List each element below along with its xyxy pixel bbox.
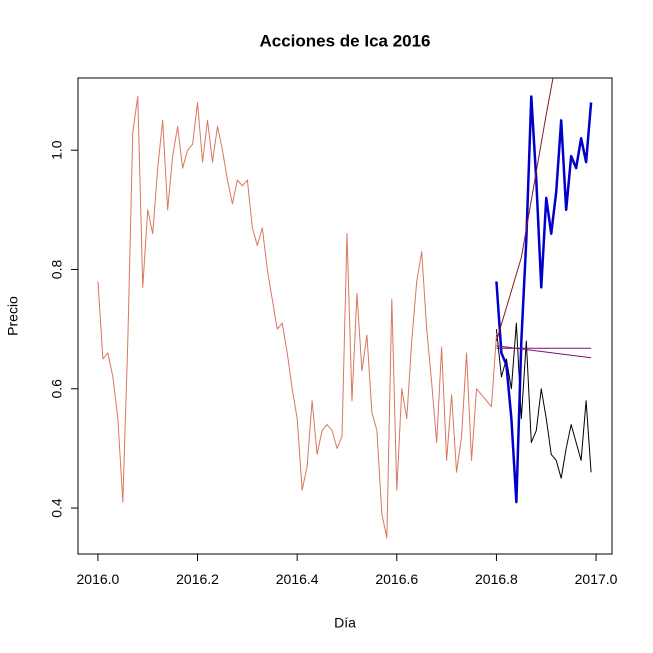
x-axis-label: Día xyxy=(334,615,356,631)
x-tick-label: 2016.6 xyxy=(375,571,418,587)
x-tick-label: 2016.8 xyxy=(475,571,518,587)
y-tick-label: 1.0 xyxy=(49,140,65,160)
y-tick-label: 0.4 xyxy=(49,498,65,518)
x-tick-label: 2016.4 xyxy=(276,571,319,587)
y-tick-label: 0.8 xyxy=(49,260,65,280)
series-line xyxy=(495,78,554,342)
series-line xyxy=(496,345,592,359)
y-tick-label: 0.6 xyxy=(49,379,65,399)
plot-area xyxy=(97,78,593,539)
chart-title: Acciones de Ica 2016 xyxy=(259,31,430,50)
series-line xyxy=(97,95,497,539)
x-tick-label: 2016.0 xyxy=(77,571,120,587)
series-line xyxy=(495,95,593,504)
series-line xyxy=(495,322,592,479)
x-tick-label: 2016.2 xyxy=(176,571,219,587)
x-tick-label: 2017.0 xyxy=(575,571,618,587)
y-axis-label: Precio xyxy=(5,296,21,336)
